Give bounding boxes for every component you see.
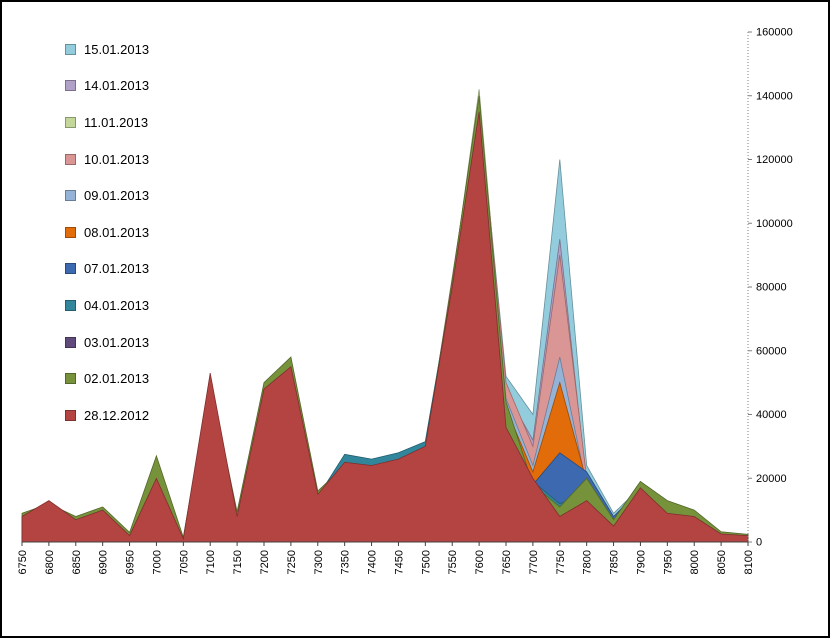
legend-swatch-icon bbox=[65, 43, 76, 55]
legend-label: 07.01.2013 bbox=[84, 261, 150, 277]
legend-label: 15.01.2013 bbox=[84, 41, 150, 57]
x-axis-label: 7900 bbox=[635, 550, 647, 574]
legend-item-07.01.2013: 07.01.2013 bbox=[65, 251, 149, 288]
legend-label: 08.01.2013 bbox=[84, 224, 150, 240]
legend-item-03.01.2013: 03.01.2013 bbox=[65, 324, 149, 361]
x-axis-label: 7250 bbox=[286, 550, 298, 574]
legend-swatch-icon bbox=[65, 409, 76, 421]
x-axis-label: 7450 bbox=[393, 550, 405, 574]
legend-item-10.01.2013: 10.01.2013 bbox=[65, 141, 149, 178]
legend-item-08.01.2013: 08.01.2013 bbox=[65, 214, 149, 251]
legend-label: 10.01.2013 bbox=[84, 151, 150, 167]
x-axis-label: 7050 bbox=[178, 550, 190, 574]
y-axis-label: 140000 bbox=[756, 90, 793, 102]
area-series-28.12.2012 bbox=[21, 111, 749, 543]
legend-label: 09.01.2013 bbox=[84, 188, 150, 204]
legend-swatch-icon bbox=[65, 299, 76, 311]
x-axis-label: 7100 bbox=[205, 550, 217, 574]
legend-label: 04.01.2013 bbox=[84, 297, 150, 313]
y-axis-label: 80000 bbox=[756, 282, 787, 294]
y-axis-label: 100000 bbox=[756, 218, 793, 230]
legend-item-28.12.2012: 28.12.2012 bbox=[65, 397, 149, 434]
legend-item-15.01.2013: 15.01.2013 bbox=[65, 31, 149, 68]
x-axis-label: 7500 bbox=[420, 550, 432, 574]
legend-swatch-icon bbox=[65, 226, 76, 238]
x-axis-label: 7750 bbox=[555, 550, 567, 574]
x-axis-label: 8050 bbox=[716, 550, 728, 574]
legend-label: 14.01.2013 bbox=[84, 78, 150, 94]
x-axis-label: 7150 bbox=[232, 550, 244, 574]
x-axis-label: 7200 bbox=[259, 550, 271, 574]
legend-item-04.01.2013: 04.01.2013 bbox=[65, 287, 149, 324]
x-axis-label: 7850 bbox=[609, 550, 621, 574]
legend-swatch-icon bbox=[65, 153, 76, 165]
legend-item-02.01.2013: 02.01.2013 bbox=[65, 360, 149, 397]
x-axis-label: 7300 bbox=[313, 550, 325, 574]
legend-swatch-icon bbox=[65, 263, 76, 275]
legend-label: 28.12.2012 bbox=[84, 407, 150, 423]
x-axis-label: 7350 bbox=[340, 550, 352, 574]
y-axis-label: 160000 bbox=[756, 27, 793, 39]
x-axis-label: 6900 bbox=[98, 550, 110, 574]
x-axis-label: 8000 bbox=[689, 550, 701, 574]
x-axis-label: 6950 bbox=[125, 550, 137, 574]
x-axis-label: 7700 bbox=[528, 550, 540, 574]
y-axis-label: 40000 bbox=[756, 409, 787, 421]
legend-label: 11.01.2013 bbox=[84, 114, 149, 130]
legend-item-11.01.2013: 11.01.2013 bbox=[65, 104, 149, 141]
y-axis-label: 0 bbox=[756, 537, 762, 549]
x-axis-label: 7600 bbox=[474, 550, 486, 574]
x-axis-label: 7800 bbox=[582, 550, 594, 574]
legend-label: 02.01.2013 bbox=[84, 371, 150, 387]
x-axis-label: 7400 bbox=[367, 550, 379, 574]
legend-item-09.01.2013: 09.01.2013 bbox=[65, 177, 149, 214]
y-axis-label: 120000 bbox=[756, 154, 793, 166]
legend-item-14.01.2013: 14.01.2013 bbox=[65, 68, 149, 105]
x-axis-label: 8100 bbox=[743, 550, 755, 574]
legend-swatch-icon bbox=[65, 190, 76, 202]
x-axis-label: 7000 bbox=[151, 550, 163, 574]
legend-swatch-icon bbox=[65, 373, 76, 385]
legend-swatch-icon bbox=[65, 116, 76, 128]
x-axis-label: 6750 bbox=[17, 550, 29, 574]
x-axis-label: 7550 bbox=[447, 550, 459, 574]
legend-label: 03.01.2013 bbox=[84, 334, 150, 350]
x-axis-label: 7950 bbox=[662, 550, 674, 574]
y-axis-label: 20000 bbox=[756, 473, 787, 485]
x-axis-label: 7650 bbox=[501, 550, 513, 574]
legend-swatch-icon bbox=[65, 80, 76, 92]
x-axis-label: 6800 bbox=[44, 550, 56, 574]
y-axis-label: 60000 bbox=[756, 345, 787, 357]
x-axis-label: 6850 bbox=[71, 550, 83, 574]
legend-swatch-icon bbox=[65, 336, 76, 348]
chart-legend: 15.01.2013 14.01.2013 11.01.2013 10.01.2013… bbox=[65, 31, 149, 434]
